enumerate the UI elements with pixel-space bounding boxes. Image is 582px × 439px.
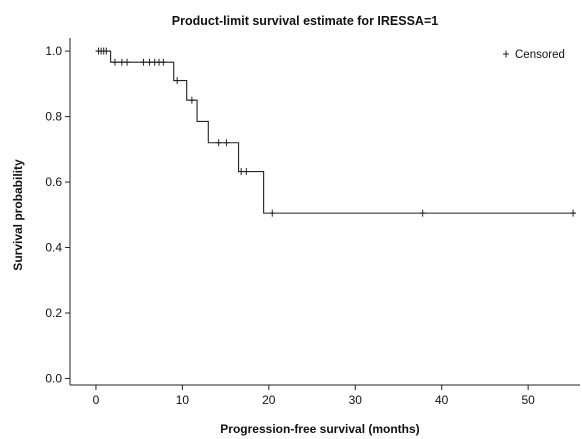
censor-mark xyxy=(269,209,276,217)
censor-mark xyxy=(188,96,195,104)
censor-mark xyxy=(174,77,181,85)
legend-label: Censored xyxy=(515,49,565,61)
x-axis-label: Progression-free survival (months) xyxy=(220,422,419,436)
censor-mark xyxy=(243,168,250,176)
censor-mark xyxy=(215,139,222,147)
legend: Censored xyxy=(503,49,565,61)
y-tick-label: 0.8 xyxy=(45,110,62,124)
y-tick-label: 1.0 xyxy=(45,44,62,58)
censor-mark xyxy=(103,47,110,55)
x-tick-label: 0 xyxy=(93,393,100,407)
x-tick-label: 30 xyxy=(349,393,363,407)
censor-mark xyxy=(111,58,118,66)
series-layer xyxy=(95,50,576,214)
y-tick-label: 0.6 xyxy=(45,175,62,189)
censor-mark xyxy=(238,168,245,176)
x-tick-label: 10 xyxy=(176,393,190,407)
censor-mark xyxy=(419,209,426,217)
y-axis-label: Survival probability xyxy=(11,159,25,271)
censor-mark xyxy=(124,58,131,66)
survival-curve xyxy=(95,50,576,214)
censor-mark xyxy=(140,58,147,66)
censor-mark xyxy=(118,58,125,66)
legend-censored-symbol xyxy=(503,50,509,58)
y-tick-label: 0.2 xyxy=(45,306,62,320)
y-tick-label: 0.4 xyxy=(45,241,62,255)
censor-mark xyxy=(223,139,230,147)
censor-marks xyxy=(95,47,577,217)
censor-mark xyxy=(146,58,153,66)
censor-mark xyxy=(570,209,577,217)
x-tick-label: 40 xyxy=(435,393,449,407)
x-tick-label: 20 xyxy=(262,393,276,407)
chart-title: Product-limit survival estimate for IRES… xyxy=(172,14,438,28)
x-tick-label: 50 xyxy=(521,393,535,407)
axes: 0 10 20 30 40 50 0.0 0.2 0.4 0.6 0.8 1.0 xyxy=(45,38,580,407)
y-tick-label: 0.0 xyxy=(45,371,62,385)
censor-mark xyxy=(160,58,167,66)
